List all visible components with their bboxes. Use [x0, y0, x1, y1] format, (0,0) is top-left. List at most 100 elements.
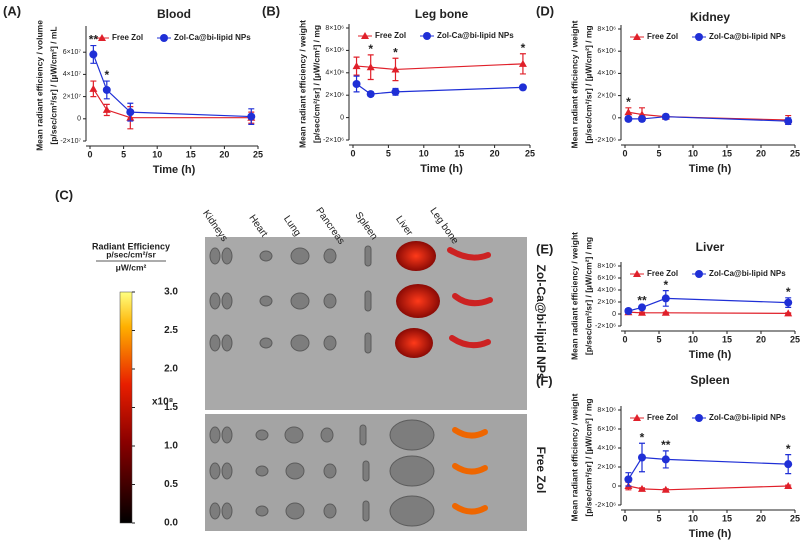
marker	[624, 307, 633, 315]
x-tick-label: 20	[756, 513, 766, 523]
series-line	[628, 311, 789, 314]
legend-label: Zol-Ca@bi-lipid NPs	[709, 32, 786, 41]
marker	[89, 50, 98, 59]
colorbar-unit: μW/cm²	[116, 262, 147, 272]
y-tick-label: 6×10⁶	[597, 275, 616, 282]
series-line	[356, 83, 523, 95]
legend-label: Free Zol	[112, 33, 143, 42]
chart-title: Leg bone	[415, 7, 469, 21]
x-tick-label: 0	[622, 148, 627, 158]
marker	[391, 65, 400, 73]
colorbar-scale: x10⁸	[152, 397, 174, 408]
y-tick-label: 0	[77, 116, 81, 123]
y-tick-label: 2×10⁶	[597, 299, 616, 306]
marker	[391, 87, 400, 96]
marker	[661, 308, 670, 316]
series-line	[628, 297, 789, 312]
x-tick-label: 15	[454, 148, 464, 158]
panel-label: (F)	[536, 373, 553, 388]
annotation: *	[626, 95, 631, 109]
x-axis-label: Time (h)	[153, 164, 196, 176]
annotation: **	[89, 33, 99, 47]
marker	[661, 455, 670, 464]
marker	[661, 294, 670, 303]
x-tick-label: 10	[152, 149, 162, 159]
panel-label: (E)	[536, 241, 553, 256]
x-tick-label: 5	[121, 149, 126, 159]
x-tick-label: 25	[525, 148, 535, 158]
x-tick-label: 20	[490, 148, 500, 158]
colorbar-tick-label: 1.5	[164, 402, 178, 413]
y-axis-label: [p/sec/cm²/sr] / [µW/cm²] / mg	[583, 237, 593, 355]
y-axis-label: [p/sec/cm²/sr] / [µW/cm²] / mL	[48, 26, 58, 144]
colorbar-unit: p/sec/cm²/sr	[106, 249, 156, 259]
marker	[784, 309, 793, 317]
x-axis-label: Time (h)	[689, 163, 732, 175]
x-tick-label: 25	[790, 513, 800, 523]
x-tick-label: 15	[186, 149, 196, 159]
legend-label: Free Zol	[647, 32, 678, 41]
y-tick-label: -2×10⁷	[60, 138, 81, 145]
marker	[366, 90, 375, 99]
y-tick-label: 4×10⁶	[597, 445, 616, 452]
annotation: *	[786, 285, 791, 299]
y-tick-label: 6×10⁶	[597, 426, 616, 433]
series-line	[628, 111, 789, 121]
chart-title: Blood	[157, 7, 191, 21]
series-line	[92, 88, 252, 119]
x-axis-label: Time (h)	[689, 528, 732, 540]
annotation: *	[393, 45, 398, 59]
series-line	[628, 485, 789, 491]
x-tick-label: 20	[219, 149, 229, 159]
x-tick-label: 20	[756, 334, 766, 344]
y-tick-label: 2×10⁶	[325, 92, 344, 99]
y-axis-label: [p/sec/cm²/sr] / [µW/cm²] / mg	[583, 398, 593, 516]
y-tick-label: 0	[612, 115, 616, 122]
series-line	[627, 456, 789, 480]
marker	[784, 298, 793, 307]
x-tick-label: 5	[656, 334, 661, 344]
colorbar-tick-label: 2.0	[164, 364, 178, 375]
y-tick-label: 6×10⁷	[63, 49, 82, 56]
x-tick-label: 15	[722, 513, 732, 523]
legend-label: Free Zol	[647, 269, 678, 278]
annotation: *	[104, 68, 109, 82]
marker	[638, 484, 646, 492]
colorbar-tick-label: 2.5	[164, 325, 178, 336]
y-tick-label: 6×10⁶	[325, 47, 344, 54]
marker	[102, 105, 111, 113]
y-axis-label: Mean radiant efficiency / weight	[569, 393, 579, 521]
y-tick-label: 4×10⁶	[597, 70, 616, 77]
y-tick-label: 4×10⁶	[597, 287, 616, 294]
marker	[661, 485, 670, 493]
colorbar-tick-label: 0.0	[164, 518, 178, 529]
y-tick-label: 0	[340, 114, 344, 121]
marker	[352, 62, 361, 70]
marker	[624, 114, 633, 123]
y-tick-label: 4×10⁶	[325, 70, 344, 77]
x-tick-label: 25	[253, 149, 263, 159]
group-label: Zol-Ca@bi-lipid NPs	[534, 264, 548, 379]
organ-label: Liver	[393, 214, 415, 239]
chart-title: Liver	[696, 240, 725, 254]
marker	[247, 112, 256, 121]
chart-title: Kidney	[690, 10, 730, 24]
y-axis-label: Mean radiant efficiency / volume	[34, 20, 44, 151]
y-tick-label: -2×10⁶	[595, 502, 616, 509]
organ-label: Heart	[246, 213, 269, 240]
x-tick-label: 10	[688, 334, 698, 344]
marker	[638, 453, 646, 462]
legend-label: Zol-Ca@bi-lipid NPs	[709, 413, 786, 422]
y-tick-label: 8×10⁶	[597, 26, 616, 33]
x-tick-label: 20	[756, 148, 766, 158]
y-tick-label: 2×10⁷	[63, 93, 82, 100]
y-axis-label: [p/sec/cm²/sr] / [µW/cm²] / mg	[583, 25, 593, 143]
x-tick-label: 0	[87, 149, 92, 159]
x-tick-label: 25	[790, 334, 800, 344]
x-tick-label: 15	[722, 148, 732, 158]
panel-label: (C)	[55, 187, 73, 202]
marker	[518, 59, 527, 67]
x-tick-label: 0	[350, 148, 355, 158]
legend-label: Zol-Ca@bi-lipid NPs	[709, 269, 786, 278]
